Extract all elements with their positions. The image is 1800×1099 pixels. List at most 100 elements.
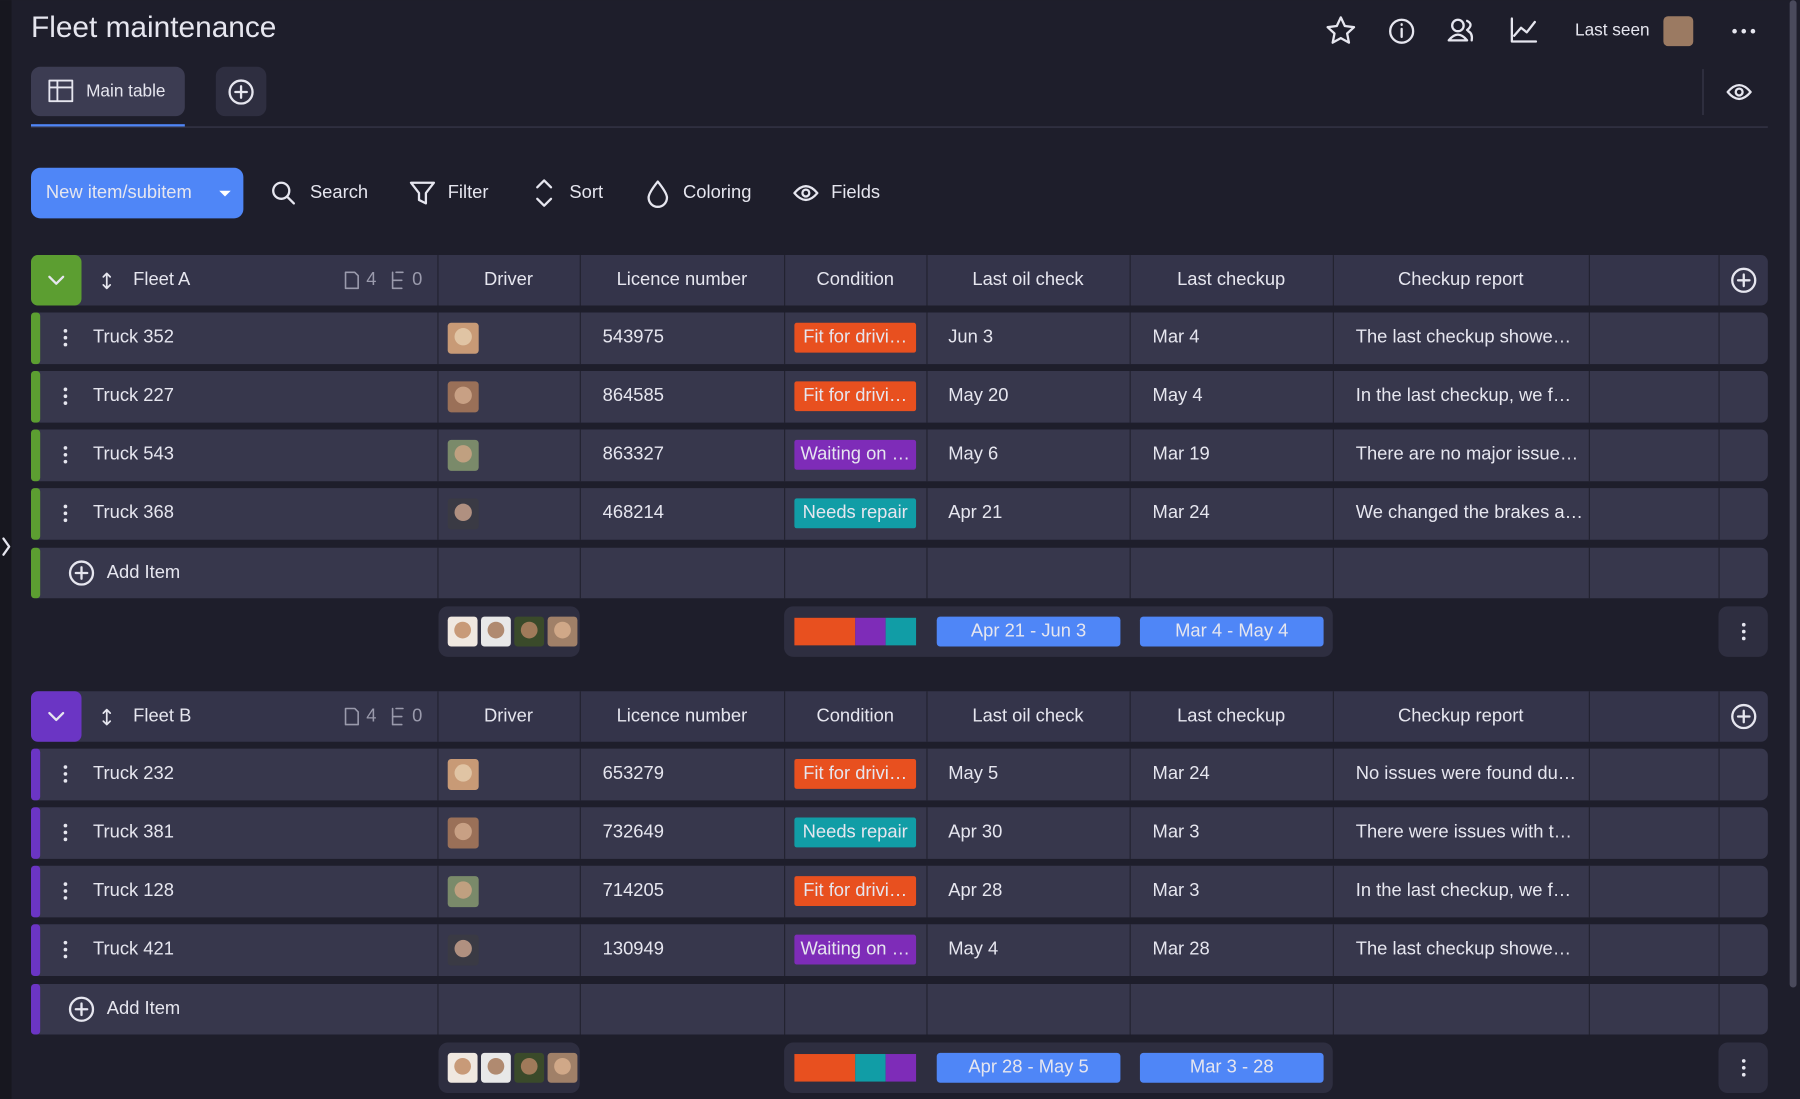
column-divider [1129, 370, 1131, 423]
add-item-row[interactable] [30, 547, 1768, 599]
column-header[interactable]: Last oil check [972, 268, 1084, 289]
date-range: Apr 28 - May 5 [968, 1056, 1088, 1077]
avatar-face [454, 1057, 471, 1075]
column-header[interactable]: Licence number [617, 268, 748, 289]
column-divider [579, 255, 581, 306]
new-item-label[interactable]: New item/subitem [46, 181, 192, 202]
column-header[interactable]: Checkup report [1398, 704, 1524, 725]
add-item-label[interactable]: Add Item [107, 561, 180, 582]
group-name: Fleet A [133, 268, 191, 289]
last-oil-check: May 5 [948, 762, 998, 783]
column-divider [1129, 748, 1131, 801]
column-header[interactable]: Licence number [617, 704, 748, 725]
licence-number: 714205 [603, 879, 664, 900]
column-divider [437, 312, 439, 365]
column-divider [1332, 547, 1334, 599]
subitems-count: 0 [412, 704, 422, 725]
column-divider [1332, 807, 1334, 859]
column-header[interactable]: Last checkup [1177, 268, 1285, 289]
condition-pill[interactable] [794, 817, 917, 848]
sidebar-toggle[interactable] [2, 537, 11, 556]
column-divider [437, 429, 439, 482]
condition-pill[interactable] [794, 759, 917, 789]
column-divider [1588, 865, 1590, 918]
add-column[interactable] [1731, 703, 1757, 730]
column-divider [784, 807, 786, 859]
group-toggle[interactable] [30, 255, 82, 306]
last-checkup: Mar 28 [1153, 937, 1210, 958]
tab-label[interactable]: Main table [86, 81, 165, 101]
tab[interactable] [30, 66, 185, 117]
condition-pill[interactable] [794, 381, 917, 412]
column-divider [1129, 429, 1131, 482]
add-item-icon [68, 560, 95, 586]
column-header[interactable]: Condition [816, 704, 894, 725]
row-menu-dot [63, 387, 68, 392]
item-name: Truck 128 [93, 879, 174, 900]
condition-pill[interactable] [794, 498, 917, 529]
sort-icon [536, 179, 553, 207]
column-divider [1332, 312, 1334, 365]
info-icon[interactable] [1389, 18, 1415, 44]
condition-summary-segment [794, 617, 856, 646]
condition-pill[interactable] [794, 439, 917, 470]
users-icon[interactable] [1447, 18, 1474, 42]
add-item-row[interactable] [30, 984, 1768, 1035]
sort-button[interactable]: Sort [569, 181, 603, 202]
group-toggle[interactable] [30, 691, 82, 742]
add-item-icon [68, 996, 95, 1022]
column-divider [784, 255, 786, 306]
column-divider [1129, 691, 1131, 742]
column-divider [784, 984, 786, 1035]
checkup-report: There were issues with t… [1356, 820, 1572, 841]
row-menu-dot [63, 504, 68, 509]
condition-summary-segment [855, 1054, 886, 1082]
column-divider [1332, 924, 1334, 976]
column-header[interactable]: Driver [484, 704, 533, 725]
column-divider [1588, 984, 1590, 1035]
column-header[interactable]: Last oil check [972, 704, 1084, 725]
fields-button[interactable]: Fields [831, 181, 880, 202]
row-strip [30, 370, 41, 423]
licence-number: 130949 [603, 937, 664, 958]
column-header[interactable]: Condition [816, 268, 894, 289]
dropdown-arrow[interactable] [219, 190, 231, 197]
activity-icon[interactable] [1510, 17, 1538, 43]
item-name: Truck 232 [93, 762, 174, 783]
column-divider [437, 984, 439, 1035]
summary-menu-dot [1741, 622, 1746, 627]
avatar-face [454, 503, 472, 522]
column-divider [1332, 429, 1334, 482]
condition-pill[interactable] [794, 934, 917, 965]
add-item-label[interactable]: Add Item [107, 997, 180, 1018]
column-divider [1332, 984, 1334, 1035]
tab-underline [30, 124, 185, 127]
eye-icon[interactable] [1726, 84, 1752, 101]
star-icon[interactable] [1326, 16, 1356, 44]
row-menu-dot [63, 954, 68, 959]
column-divider [1332, 370, 1334, 423]
new-item-button[interactable] [30, 167, 244, 219]
column-header[interactable]: Driver [484, 268, 533, 289]
condition-summary-segment [794, 1054, 856, 1082]
condition-label: Waiting on … [800, 937, 910, 958]
column-header[interactable]: Checkup report [1398, 268, 1524, 289]
column-header[interactable]: Last checkup [1177, 704, 1285, 725]
column-divider [1588, 255, 1590, 306]
add-column[interactable] [1731, 267, 1757, 293]
column-divider [1718, 924, 1720, 976]
condition-pill[interactable] [794, 322, 917, 353]
search-button[interactable]: Search [310, 181, 368, 202]
items-count: 4 [366, 704, 376, 725]
item-name: Truck 352 [93, 326, 174, 347]
condition-pill[interactable] [794, 876, 917, 906]
row-strip [30, 748, 41, 801]
user-avatar[interactable] [1663, 16, 1694, 47]
column-divider [579, 748, 581, 801]
coloring-button[interactable]: Coloring [683, 181, 751, 202]
last-oil-check: Jun 3 [948, 326, 993, 347]
search-icon [272, 181, 296, 205]
more-icon[interactable] [1732, 28, 1756, 34]
filter-button[interactable]: Filter [448, 181, 489, 202]
drag-handle [102, 708, 112, 726]
